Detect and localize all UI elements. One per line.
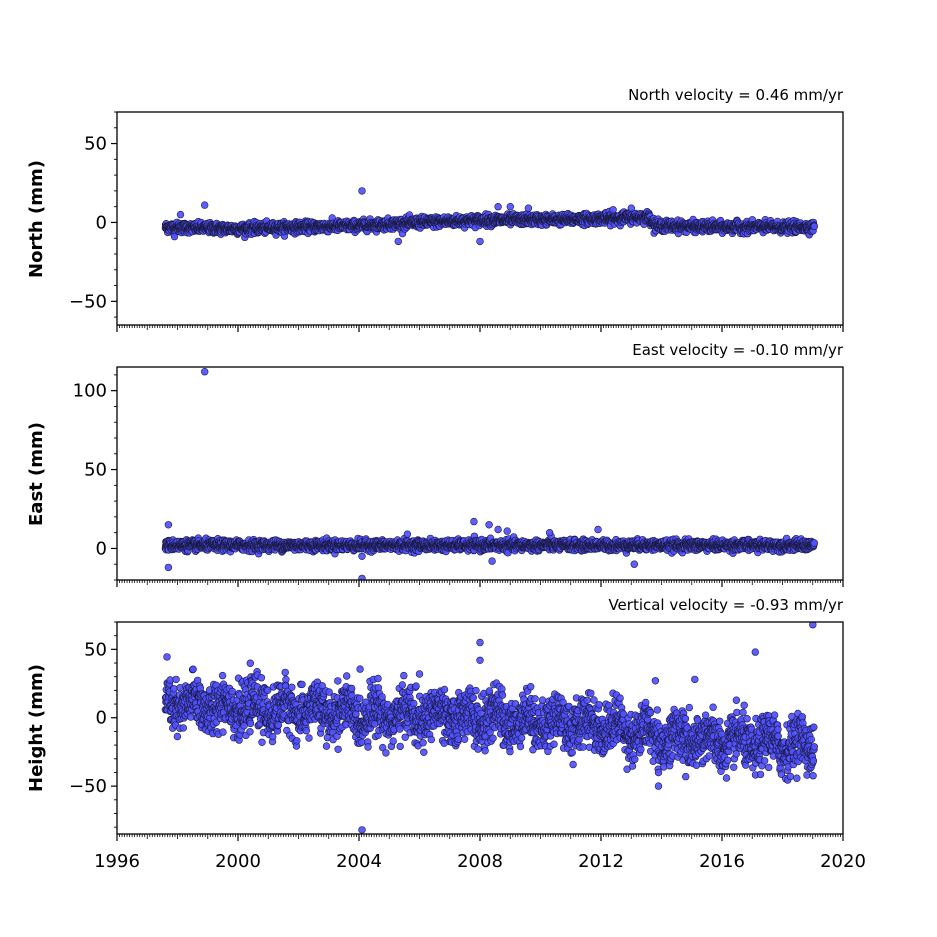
north-data-point xyxy=(609,206,617,214)
north-data-point xyxy=(476,237,484,246)
north-y-axis-label: North (mm) xyxy=(26,160,47,278)
north-data-point xyxy=(494,203,502,211)
north-y-tick-label: 0 xyxy=(96,212,107,233)
north-x-ticks xyxy=(116,325,844,332)
east-panel: East velocity = -0.10 mm/yr East (mm) 05… xyxy=(26,341,844,587)
east-points xyxy=(161,368,818,580)
north-data-point xyxy=(524,204,533,212)
north-data-point xyxy=(394,237,402,246)
east-y-axis-label: East (mm) xyxy=(26,422,47,526)
north-data-point xyxy=(201,201,209,209)
north-y-tick-label: −50 xyxy=(69,291,107,312)
north-panel: North velocity = 0.46 mm/yr North (mm) −… xyxy=(26,86,844,332)
north-data-point xyxy=(176,210,185,219)
north-data-point xyxy=(358,187,366,195)
north-velocity-title: North velocity = 0.46 mm/yr xyxy=(628,86,844,104)
north-points xyxy=(161,187,818,246)
north-y-ticks: −50 0 50 xyxy=(69,111,117,318)
north-data-point xyxy=(170,232,179,241)
north-data-point xyxy=(810,222,818,231)
north-data-point xyxy=(506,203,514,211)
east-velocity-title: East velocity = -0.10 mm/yr xyxy=(632,341,844,359)
north-data-point xyxy=(627,204,635,212)
north-y-tick-label: 50 xyxy=(84,134,107,155)
